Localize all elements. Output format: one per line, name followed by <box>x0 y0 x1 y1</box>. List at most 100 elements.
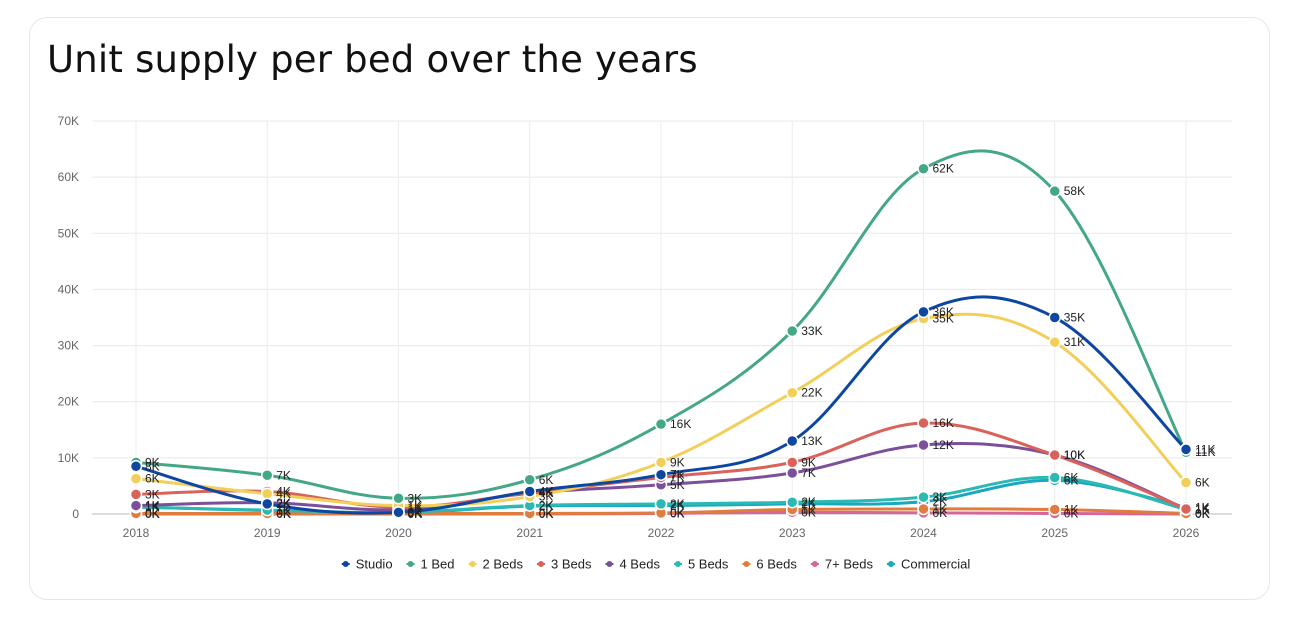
data-label-6-beds: 1K <box>1064 503 1079 517</box>
data-point-5-beds[interactable] <box>786 495 799 509</box>
data-label-5-beds: 2K <box>539 499 554 513</box>
x-tick-label: 2022 <box>648 526 675 540</box>
data-label-7plus-beds: 0K <box>539 507 554 521</box>
data-label-7plus-beds: 0K <box>276 507 291 521</box>
data-label-6-beds: 0K <box>408 506 423 520</box>
data-point-2-beds[interactable] <box>1179 476 1193 489</box>
data-point-2-beds[interactable] <box>261 487 274 501</box>
data-label-1-bed: 9K <box>145 455 160 469</box>
data-label-studio: 11K <box>1195 442 1215 456</box>
data-label-commercial: 1K <box>145 500 160 514</box>
data-label-3-beds: 9K <box>801 455 816 469</box>
data-point-studio[interactable] <box>392 506 405 519</box>
x-axis: 2018 2019 2020 2021 2022 2023 2024 2025 2026 <box>123 526 1200 540</box>
data-point-1-bed[interactable] <box>654 417 668 431</box>
data-label-5-beds: 2K <box>801 495 816 509</box>
x-tick-label: 2023 <box>779 526 806 540</box>
legend-label: 2 Beds <box>483 557 524 572</box>
data-label-commercial: 2K <box>933 495 948 509</box>
legend-item-commercial[interactable]: Commercial <box>886 557 970 572</box>
data-label-studio: 4K <box>539 485 554 499</box>
chart-title: Unit supply per bed over the years <box>47 38 698 81</box>
data-label-1-bed: 62K <box>933 162 954 176</box>
data-point-3-beds[interactable] <box>786 456 799 469</box>
legend-item-4-beds[interactable]: 4 Beds <box>605 557 660 572</box>
data-point-1-bed[interactable] <box>392 492 405 505</box>
data-point-6-beds[interactable] <box>1048 503 1061 516</box>
data-label-1-bed: 7K <box>276 468 291 482</box>
y-tick-label: 20K <box>58 395 79 409</box>
y-tick-label: 50K <box>58 226 79 240</box>
data-label-4-beds: 1K <box>1195 502 1210 516</box>
data-point-studio[interactable] <box>129 460 143 473</box>
data-label-2-beds: 3K <box>539 490 554 504</box>
y-tick-label: 30K <box>58 339 79 353</box>
series-line-studio <box>134 295 1188 515</box>
data-point-3-beds[interactable] <box>917 416 930 430</box>
data-point-1-bed[interactable] <box>523 473 536 487</box>
data-label-commercial: 6K <box>1064 473 1079 487</box>
data-point-3-beds[interactable] <box>1048 448 1061 462</box>
data-label-3-beds: 4K <box>539 486 554 500</box>
legend-item-6-beds[interactable]: 6 Beds <box>742 557 797 572</box>
data-point-4-beds[interactable] <box>129 499 143 512</box>
data-label-3-beds: 4K <box>276 485 291 499</box>
data-point-4-beds[interactable] <box>786 466 799 480</box>
data-label-5-beds: 2K <box>670 497 685 511</box>
data-point-studio[interactable] <box>1048 311 1061 324</box>
legend-marker-dot <box>811 561 818 567</box>
data-label-commercial: 1K <box>276 504 291 518</box>
legend-item-7plus-beds[interactable]: 7+ Beds <box>810 557 874 572</box>
data-label-2-beds: 35K <box>933 312 954 326</box>
data-point-2-beds[interactable] <box>129 472 143 485</box>
y-axis: 0 10K 20K 30K 40K 50K 60K 70K <box>58 114 80 521</box>
data-label-4-beds: 1K <box>408 503 423 517</box>
legend-item-studio[interactable]: Studio <box>341 557 393 572</box>
y-tick-label: 0 <box>72 507 79 521</box>
data-point-1-bed[interactable] <box>786 324 799 338</box>
data-point-6-beds[interactable] <box>917 502 930 516</box>
data-point-2-beds[interactable] <box>1048 335 1061 349</box>
data-point-3-beds[interactable] <box>129 488 143 501</box>
data-point-studio[interactable] <box>523 485 536 498</box>
legend: Studio 1 Bed 2 Beds 3 Beds 4 Beds 5 Beds 6 Bed… <box>341 557 970 572</box>
data-label-7plus-beds: 0K <box>1195 507 1210 521</box>
data-label-3-beds: 1K <box>408 500 423 514</box>
legend-item-5-beds[interactable]: 5 Beds <box>673 557 729 572</box>
data-point-5-beds[interactable] <box>917 490 930 504</box>
data-point-5-beds[interactable] <box>1048 471 1061 484</box>
data-point-2-beds[interactable] <box>654 456 668 469</box>
data-label-4-beds: 2K <box>276 496 291 510</box>
data-point-studio[interactable] <box>654 468 668 481</box>
data-label-5-beds: 6K <box>1064 471 1079 485</box>
data-label-1-bed: 16K <box>670 417 691 431</box>
data-label-7plus-beds: 0K <box>1064 506 1079 520</box>
data-point-2-beds[interactable] <box>786 386 799 399</box>
legend-item-1-bed[interactable]: 1 Bed <box>406 557 455 572</box>
data-point-1-bed[interactable] <box>261 469 274 482</box>
legend-label: Commercial <box>901 557 970 572</box>
data-point-3-beds[interactable] <box>1179 502 1193 516</box>
x-tick-label: 2026 <box>1173 526 1200 540</box>
data-point-1-bed[interactable] <box>917 162 930 175</box>
data-label-3-beds: 16K <box>933 416 954 430</box>
data-point-5-beds[interactable] <box>654 497 668 511</box>
data-point-1-bed[interactable] <box>1048 184 1061 198</box>
data-point-studio[interactable] <box>261 497 274 511</box>
legend-marker-dot <box>887 561 894 567</box>
data-point-studio[interactable] <box>786 434 799 448</box>
data-label-2-beds: 6K <box>1195 476 1210 490</box>
data-label-7plus-beds: 0K <box>408 507 423 521</box>
x-tick-label: 2018 <box>123 526 150 540</box>
data-point-studio[interactable] <box>917 305 930 319</box>
x-tick-label: 2024 <box>910 526 937 540</box>
data-point-studio[interactable] <box>1179 443 1193 456</box>
data-label-1-bed: 6K <box>539 473 554 487</box>
data-label-studio: 2K <box>276 497 291 511</box>
legend-item-3-beds[interactable]: 3 Beds <box>537 557 592 572</box>
data-point-4-beds[interactable] <box>917 438 930 452</box>
data-label-commercial: 2K <box>801 497 816 511</box>
legend-item-2-beds[interactable]: 2 Beds <box>468 557 524 572</box>
